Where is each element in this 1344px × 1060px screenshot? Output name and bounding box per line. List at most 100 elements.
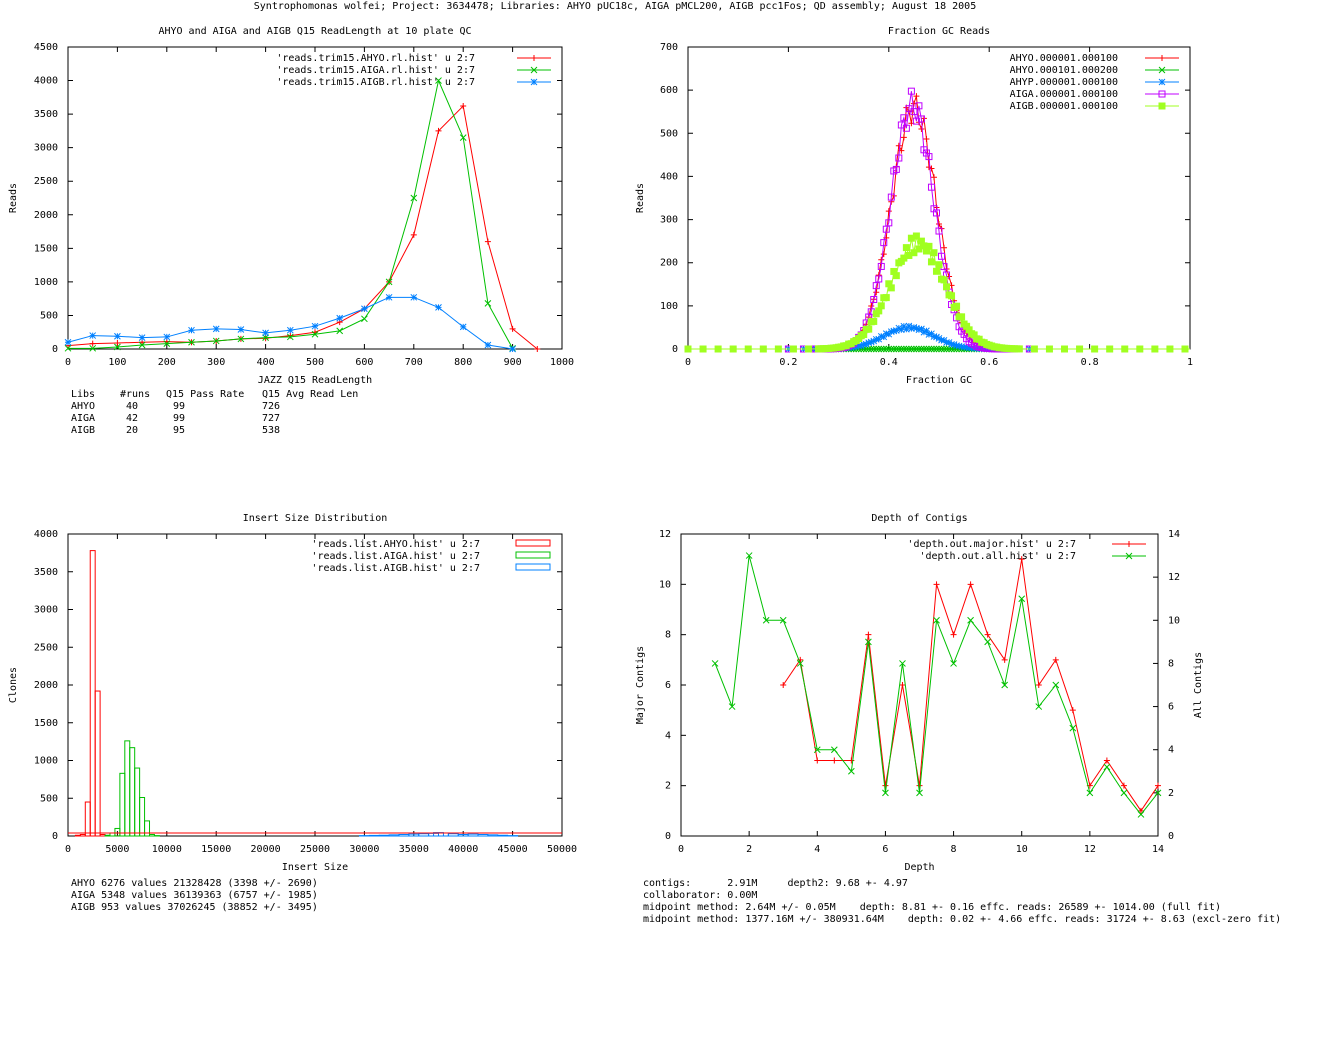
data-point xyxy=(114,332,121,340)
data-point xyxy=(1018,595,1026,603)
x-axis-label: Fraction GC xyxy=(906,375,972,386)
data-point xyxy=(872,282,880,290)
readlength-stats-table: Libs #runs Q15 Pass Rate Q15 Avg Read Le… xyxy=(71,389,358,436)
data-point xyxy=(885,208,892,215)
insert-stat-line: AIGB 953 values 37026245 (38852 +/- 3495… xyxy=(71,902,318,913)
data-point xyxy=(435,77,442,84)
gc-chart: 0 0.2 0.4 0.6 0.8 1 0 100 200 300 400 500 600 700 Frac… xyxy=(635,26,1193,386)
series-line xyxy=(788,91,1040,350)
data-point xyxy=(509,345,516,353)
data-point xyxy=(965,326,973,334)
data-point xyxy=(950,660,957,667)
legend-label: 'depth.out.all.hist' u 2:7 xyxy=(919,551,1076,562)
stats-row-lib: AIGB xyxy=(71,425,95,436)
y-tick-label: 200 xyxy=(660,258,678,269)
insert-size-chart: 0 5000 10000 15000 20000 25000 30000 35000 40000… xyxy=(8,513,577,873)
data-point xyxy=(984,638,991,646)
data-point xyxy=(910,324,918,331)
data-point xyxy=(1052,681,1060,689)
data-point xyxy=(932,267,940,275)
histogram-bar xyxy=(149,833,155,837)
stats-header-len: Q15 Avg Read Len xyxy=(262,389,358,400)
y-axis-label: Reads xyxy=(635,183,646,213)
data-point xyxy=(762,616,770,624)
histogram-bar xyxy=(134,767,141,837)
legend-marker xyxy=(530,78,538,86)
data-point xyxy=(913,345,920,353)
x-tick-label: 0 xyxy=(65,357,71,368)
x-axis-label: JAZZ Q15 ReadLength xyxy=(258,375,372,386)
x-tick-label: 10 xyxy=(1016,844,1028,855)
x-tick-label: 0 xyxy=(678,844,684,855)
data-point xyxy=(729,345,737,353)
legend-label: 'reads.trim15.AHYO.rl.hist' u 2:7 xyxy=(276,53,475,64)
data-point xyxy=(918,325,925,333)
data-point xyxy=(885,280,893,288)
data-point xyxy=(925,331,933,338)
y-tick-label: 400 xyxy=(660,171,678,182)
data-point xyxy=(928,165,935,172)
x-axis-label: Depth xyxy=(904,862,934,873)
y2-tick-label: 8 xyxy=(1168,658,1174,669)
data-point xyxy=(1181,345,1189,353)
data-point xyxy=(943,283,951,291)
data-point xyxy=(923,327,930,335)
series-line xyxy=(782,559,1159,812)
data-point xyxy=(907,87,915,95)
data-point xyxy=(728,703,736,710)
data-point xyxy=(865,325,873,333)
data-point xyxy=(933,345,940,353)
data-point xyxy=(882,330,890,337)
data-point xyxy=(286,326,294,334)
x-tick-label: 35000 xyxy=(399,844,429,855)
data-point xyxy=(936,221,942,228)
legend-label: 'reads.list.AHYO.hist' u 2:7 xyxy=(311,539,480,550)
legend-swatch xyxy=(515,539,551,547)
data-point xyxy=(287,332,294,339)
legend-marker xyxy=(1126,541,1132,547)
data-point xyxy=(933,581,940,588)
data-point xyxy=(484,300,492,307)
histogram-bar xyxy=(139,796,146,837)
data-point xyxy=(895,324,903,332)
data-point xyxy=(958,313,966,321)
x-tick-label: 0.2 xyxy=(779,357,797,368)
data-point xyxy=(892,345,900,353)
data-point xyxy=(967,581,974,588)
data-point xyxy=(64,344,72,352)
y-tick-label: 0 xyxy=(665,831,671,842)
histogram-bar xyxy=(129,747,136,837)
y-tick-label: 0 xyxy=(52,831,58,842)
data-point xyxy=(918,125,925,132)
histogram-bar xyxy=(99,833,106,837)
data-point xyxy=(910,345,918,353)
y-tick-label: 500 xyxy=(40,793,58,804)
y-tick-label: 4 xyxy=(665,730,671,741)
legend-marker xyxy=(1125,552,1133,560)
data-point xyxy=(899,682,906,688)
y-tick-label: 3500 xyxy=(34,567,58,578)
data-point xyxy=(925,345,933,353)
data-point xyxy=(950,631,957,638)
data-point xyxy=(900,114,908,122)
y2-tick-label: 6 xyxy=(1168,702,1174,713)
y-axis-label: Clones xyxy=(8,667,19,703)
data-point xyxy=(970,331,978,339)
data-point xyxy=(900,254,908,262)
data-point xyxy=(459,134,467,141)
x-tick-label: 700 xyxy=(405,357,423,368)
y-tick-label: 1000 xyxy=(34,277,58,288)
data-point xyxy=(1030,345,1038,353)
data-point xyxy=(887,345,895,353)
data-point xyxy=(920,328,928,336)
y-tick-label: 3500 xyxy=(34,109,58,120)
data-point xyxy=(1137,807,1144,814)
data-point xyxy=(1015,345,1023,353)
legend-swatch xyxy=(515,563,551,571)
data-point xyxy=(361,305,368,313)
data-point xyxy=(89,344,97,352)
data-point xyxy=(1069,707,1076,714)
legend-marker xyxy=(530,66,538,74)
data-point xyxy=(902,124,910,132)
histogram-bar xyxy=(104,834,111,837)
